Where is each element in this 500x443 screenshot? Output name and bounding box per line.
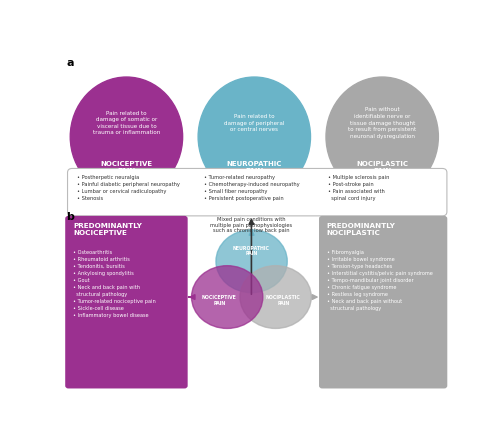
- Text: NEUROPATHIC
PAIN: NEUROPATHIC PAIN: [226, 161, 282, 174]
- FancyBboxPatch shape: [319, 216, 448, 389]
- Text: PREDOMINANTLY
NOCICEPTIVE: PREDOMINANTLY NOCICEPTIVE: [73, 223, 142, 236]
- Text: b: b: [66, 212, 74, 222]
- Text: • Postherpetic neuralgia
• Painful diabetic peripheral neuropathy
• Lumbar or ce: • Postherpetic neuralgia • Painful diabe…: [77, 175, 180, 201]
- Text: Pain without
identifiable nerve or
tissue damage thought
to result from persiste: Pain without identifiable nerve or tissu…: [348, 107, 416, 139]
- Circle shape: [192, 266, 263, 328]
- Text: NOCIPLASTIC
PAIN: NOCIPLASTIC PAIN: [266, 295, 301, 306]
- Text: Pain related to
damage of peripheral
or central nerves: Pain related to damage of peripheral or …: [224, 114, 284, 132]
- Text: • Tumor-related neuropathy
• Chemotherapy-induced neuropathy
• Small fiber neuro: • Tumor-related neuropathy • Chemotherap…: [204, 175, 300, 201]
- Ellipse shape: [198, 77, 310, 196]
- Text: • Multiple sclerosis pain
• Post-stroke pain
• Pain associated with
  spinal cor: • Multiple sclerosis pain • Post-stroke …: [328, 175, 390, 201]
- Text: • Osteoarthritis
• Rheumatoid arthritis
• Tendonitis, bursitis
• Ankylosing spon: • Osteoarthritis • Rheumatoid arthritis …: [73, 250, 156, 318]
- Text: Pain related to
damage of somatic or
visceral tissue due to
trauma or inflammati: Pain related to damage of somatic or vis…: [93, 111, 160, 136]
- Circle shape: [216, 230, 287, 293]
- Text: Mixed pain conditions with
multiple pain pathophysiologies
such as chronic low b: Mixed pain conditions with multiple pain…: [210, 217, 292, 233]
- Ellipse shape: [326, 77, 438, 196]
- Text: NOCICEPTIVE
PAIN: NOCICEPTIVE PAIN: [100, 161, 152, 174]
- Text: NOCIPLASTIC
PAIN: NOCIPLASTIC PAIN: [356, 161, 408, 174]
- FancyBboxPatch shape: [68, 168, 447, 216]
- Text: • Fibromyalgia
• Irritable bowel syndrome
• Tension-type headaches
• Interstitia: • Fibromyalgia • Irritable bowel syndrom…: [327, 250, 432, 311]
- FancyBboxPatch shape: [65, 216, 188, 389]
- Ellipse shape: [70, 77, 182, 196]
- Text: NOCICEPTIVE
PAIN: NOCICEPTIVE PAIN: [202, 295, 237, 306]
- Circle shape: [240, 266, 312, 328]
- Text: a: a: [66, 58, 74, 68]
- Text: NEUROPATHIC
PAIN: NEUROPATHIC PAIN: [233, 245, 270, 256]
- Text: PREDOMINANTLY
NOCIPLASTIC: PREDOMINANTLY NOCIPLASTIC: [327, 223, 396, 236]
